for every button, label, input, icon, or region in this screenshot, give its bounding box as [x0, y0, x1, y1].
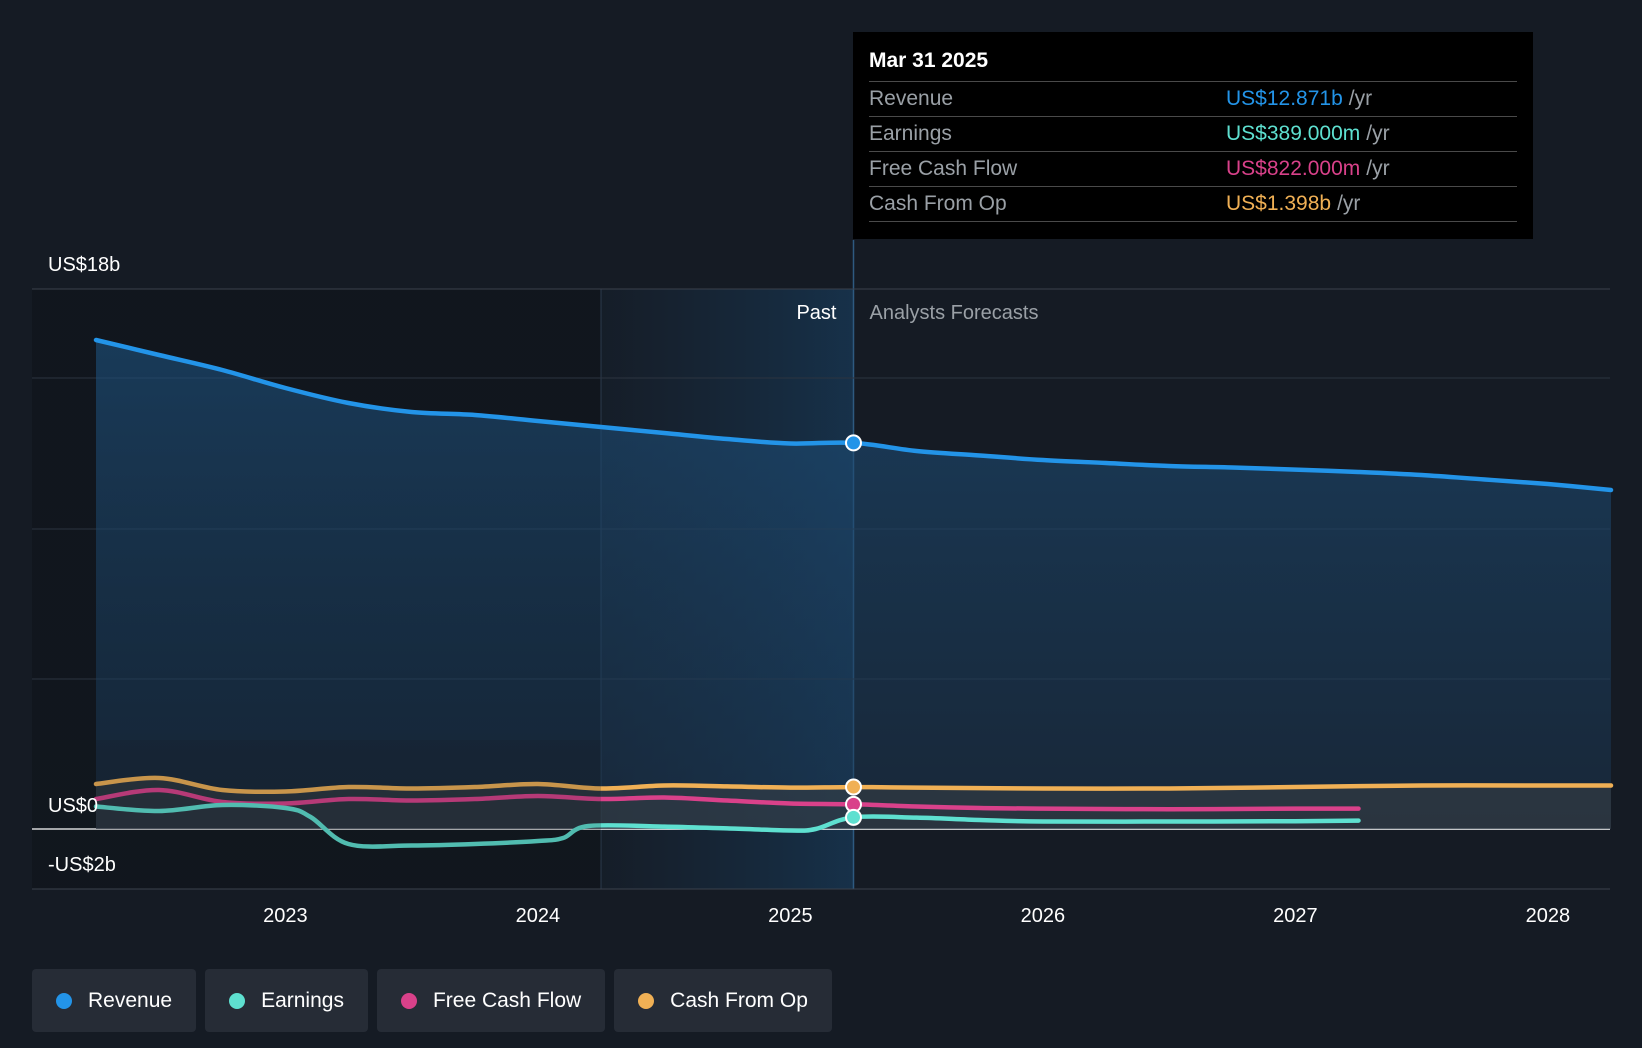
axis-labels: US$18b US$0 -US$2b 2023 2024 2025 2026 2027 2028…: [48, 254, 1570, 927]
y-axis-top-label: US$18b: [48, 254, 120, 276]
revenue-area: [96, 340, 1611, 829]
tooltip-row-name: Free Cash Flow: [869, 157, 1018, 180]
legend-item-free-cash-flow[interactable]: Free Cash Flow: [376, 969, 606, 1032]
free-cash-flow-line: [93, 787, 1361, 812]
earnings-marker: [845, 808, 862, 826]
cash-from-op-line: [93, 775, 1614, 795]
legend-label: Cash From Op: [670, 988, 808, 1012]
chart-canvas: US$18b US$0 -US$2b 2023 2024 2025 2026 2027 2028…: [32, 240, 1614, 927]
y-axis-zero-label: US$0: [48, 795, 98, 817]
tooltip-row-value: US$1.398b: [1226, 192, 1332, 215]
tooltip-row-value: US$389.000m: [1226, 122, 1361, 145]
x-axis-tick-label: 2024: [516, 905, 561, 927]
tooltip-row-unit: /yr: [1337, 192, 1361, 215]
x-axis-tick-label: 2028: [1526, 905, 1571, 927]
legend-label: Earnings: [261, 988, 344, 1012]
tooltip-row-name: Cash From Op: [869, 192, 1007, 215]
x-axis-tick-label: 2023: [263, 905, 308, 927]
legend-label: Free Cash Flow: [432, 988, 582, 1012]
revenue-marker: [845, 434, 862, 452]
tooltip-row-free-cash-flow: Free Cash Flow US$822.000m /yr: [869, 151, 1517, 186]
cash-from-op-marker: [845, 778, 862, 796]
past-dim-overlay: [32, 740, 601, 860]
x-axis-tick-label: 2025: [768, 905, 813, 927]
legend: Revenue Earnings Free Cash Flow Cash Fro…: [32, 969, 832, 1032]
tooltip: Mar 31 2025 Revenue US$12.871b /yr Earni…: [853, 32, 1533, 239]
forecast-label: Analysts Forecasts: [870, 302, 1039, 324]
tooltip-row-value: US$822.000m: [1226, 157, 1361, 180]
tooltip-row-unit: /yr: [1366, 122, 1390, 145]
earnings-line: [93, 802, 1361, 849]
legend-item-earnings[interactable]: Earnings: [205, 969, 368, 1032]
tooltip-row-value: US$12.871b: [1226, 87, 1343, 110]
legend-dot-icon: [229, 992, 246, 1009]
tooltip-row-unit: /yr: [1366, 157, 1390, 180]
tooltip-row-name: Earnings: [869, 122, 952, 145]
tooltip-row-cash-from-op: Cash From Op US$1.398b /yr: [869, 186, 1517, 222]
legend-item-cash-from-op[interactable]: Cash From Op: [614, 969, 832, 1032]
legend-item-revenue[interactable]: Revenue: [32, 969, 197, 1032]
tooltip-row-name: Revenue: [869, 87, 954, 110]
tooltip-row-unit: /yr: [1348, 87, 1373, 110]
tooltip-row-revenue: Revenue US$12.871b /yr: [869, 81, 1517, 116]
x-axis-tick-label: 2027: [1273, 905, 1318, 927]
y-axis-bottom-label: -US$2b: [48, 854, 116, 876]
tooltip-row-earnings: Earnings US$389.000m /yr: [869, 116, 1517, 151]
legend-dot-icon: [400, 992, 417, 1009]
past-label: Past: [796, 302, 836, 324]
legend-label: Revenue: [88, 988, 173, 1012]
series-lines: [32, 337, 1614, 860]
x-axis-tick-label: 2026: [1021, 905, 1066, 927]
hover-markers: [845, 434, 862, 826]
legend-dot-icon: [56, 992, 72, 1009]
legend-dot-icon: [638, 992, 655, 1009]
tooltip-date: Mar 31 2025: [869, 49, 989, 72]
